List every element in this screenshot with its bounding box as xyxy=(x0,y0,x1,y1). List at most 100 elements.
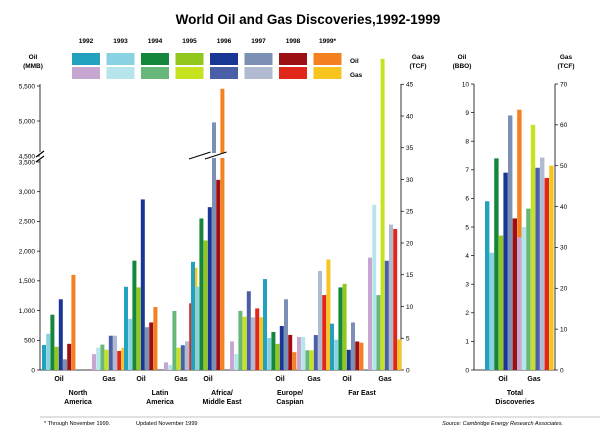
region-name: Latin xyxy=(152,390,169,397)
left-axis-label-line2: (MMB) xyxy=(23,63,43,70)
total-gas-label: Gas xyxy=(527,376,540,383)
total-oil-bar xyxy=(512,218,517,370)
gas-axis-label: Gas xyxy=(174,376,187,383)
region-name: Africa/ xyxy=(211,390,233,397)
oil-bar xyxy=(338,287,343,370)
gas-bar xyxy=(172,310,177,370)
gas-bar xyxy=(309,350,314,370)
left-tick-label: 500 xyxy=(24,338,35,345)
legend-gas-swatch-5 xyxy=(244,67,273,79)
total-gas-tick-label: 50 xyxy=(560,163,568,170)
gas-bar xyxy=(92,354,96,370)
gas-tick-label: 35 xyxy=(406,145,414,152)
legend-oil-swatch-6 xyxy=(279,53,307,65)
region-name: Europe/ xyxy=(277,390,303,397)
gas-tick-label: 5 xyxy=(406,336,410,343)
region-group: Oil Africa/Middle East xyxy=(188,88,264,406)
region-group: Oil Gas Latin America xyxy=(124,199,198,406)
total-oil-tick-label: 6 xyxy=(465,196,469,203)
oil-bar xyxy=(284,299,288,370)
gas-axis-label: Gas xyxy=(307,376,320,383)
total-right-axis-label-line2: (TCF) xyxy=(558,63,575,70)
oil-bar xyxy=(359,342,364,370)
left-tick-label: 0 xyxy=(31,367,35,374)
region-name: America xyxy=(64,399,92,406)
oil-bar xyxy=(279,326,284,370)
gas-bar xyxy=(384,260,389,370)
oil-bar xyxy=(46,333,51,370)
gas-bar xyxy=(255,308,260,370)
oil-bar xyxy=(275,343,280,370)
total-gas-tick-label: 20 xyxy=(560,286,568,293)
legend-oil-label: Oil xyxy=(350,58,359,65)
legend-oil-swatch-4 xyxy=(210,53,238,65)
legend-gas-swatch-7 xyxy=(313,67,342,79)
gas-bar xyxy=(168,364,173,370)
gas-bar xyxy=(397,339,402,370)
bar-break-mark xyxy=(188,151,211,160)
total-oil-label: Oil xyxy=(498,376,507,383)
total-gas-tick-label: 10 xyxy=(560,326,568,333)
gas-bar xyxy=(380,58,385,370)
gas-bar xyxy=(301,336,306,370)
total-gas-tick-label: 30 xyxy=(560,245,568,252)
gas-bar xyxy=(389,224,393,370)
region-name: North xyxy=(69,390,88,397)
oil-bar xyxy=(71,274,76,370)
total-oil-bar xyxy=(489,252,494,370)
total-gas-bar xyxy=(544,177,549,370)
legend-oil-swatch-5 xyxy=(244,53,273,65)
oil-bar xyxy=(50,314,55,370)
gas-axis-label: Gas xyxy=(102,376,115,383)
total-oil-tick-label: 10 xyxy=(462,81,470,88)
oil-bar xyxy=(212,122,216,371)
gas-bar xyxy=(251,317,255,370)
oil-axis-label: Oil xyxy=(54,376,63,383)
total-name: Total xyxy=(507,390,523,397)
region-name: Far East xyxy=(348,390,376,397)
oil-bar xyxy=(191,261,195,370)
gas-bar xyxy=(108,335,113,370)
legend-year-7: 1999* xyxy=(319,38,336,45)
oil-bar xyxy=(42,345,46,370)
left-tick-label: 4,500 xyxy=(19,153,36,160)
oil-bar xyxy=(153,307,158,370)
total-gas-bar xyxy=(526,208,531,370)
legend-oil-swatch-0 xyxy=(72,53,100,65)
oil-bar xyxy=(145,327,149,370)
gas-tick-label: 10 xyxy=(406,304,414,311)
bar-break-gap xyxy=(219,153,225,158)
total-oil-bar xyxy=(503,172,508,370)
legend-gas-swatch-1 xyxy=(106,67,135,79)
total-oil-tick-label: 8 xyxy=(465,139,469,146)
legend-oil-swatch-2 xyxy=(141,53,169,65)
gas-bar xyxy=(242,316,247,370)
legend-year-4: 1996 xyxy=(217,38,232,45)
total-oil-bar xyxy=(498,235,504,370)
source-note: Source: Cambridge Energy Research Associ… xyxy=(442,421,563,427)
footnote-note: * Through November 1999. xyxy=(44,421,111,427)
left-tick-label: 2,500 xyxy=(19,219,36,226)
total-gas-tick-label: 70 xyxy=(560,81,568,88)
total-oil-tick-label: 5 xyxy=(465,224,469,231)
oil-bar xyxy=(136,287,141,370)
region-name: America xyxy=(146,399,174,406)
oil-bar xyxy=(330,323,334,370)
gas-tick-label: 15 xyxy=(406,272,414,279)
oil-bar xyxy=(334,339,339,370)
gas-bar xyxy=(326,259,331,370)
gas-bar xyxy=(246,291,251,370)
total-gas-bar xyxy=(521,227,526,370)
left-right-axis-label-line1: Gas xyxy=(412,54,425,61)
gas-tick-label: 25 xyxy=(406,209,414,216)
oil-bar xyxy=(124,286,128,370)
total-oil-tick-label: 0 xyxy=(465,367,469,374)
bar-break-mark xyxy=(204,151,227,160)
oil-bar xyxy=(128,318,133,370)
gas-bar xyxy=(318,270,322,370)
total-left-axis-label-line1: Oil xyxy=(458,54,467,61)
legend-gas-label: Gas xyxy=(350,72,363,79)
gas-tick-label: 20 xyxy=(406,240,414,247)
